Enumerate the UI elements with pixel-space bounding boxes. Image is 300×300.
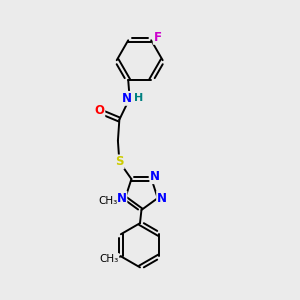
Text: H: H: [134, 93, 144, 103]
Text: CH₃: CH₃: [98, 196, 117, 206]
Text: N: N: [122, 92, 132, 105]
Text: N: N: [150, 170, 160, 183]
Text: N: N: [116, 192, 126, 205]
Text: O: O: [94, 104, 104, 117]
Text: S: S: [115, 155, 124, 168]
Text: F: F: [154, 31, 162, 44]
Text: N: N: [157, 192, 167, 205]
Text: CH₃: CH₃: [100, 254, 119, 264]
